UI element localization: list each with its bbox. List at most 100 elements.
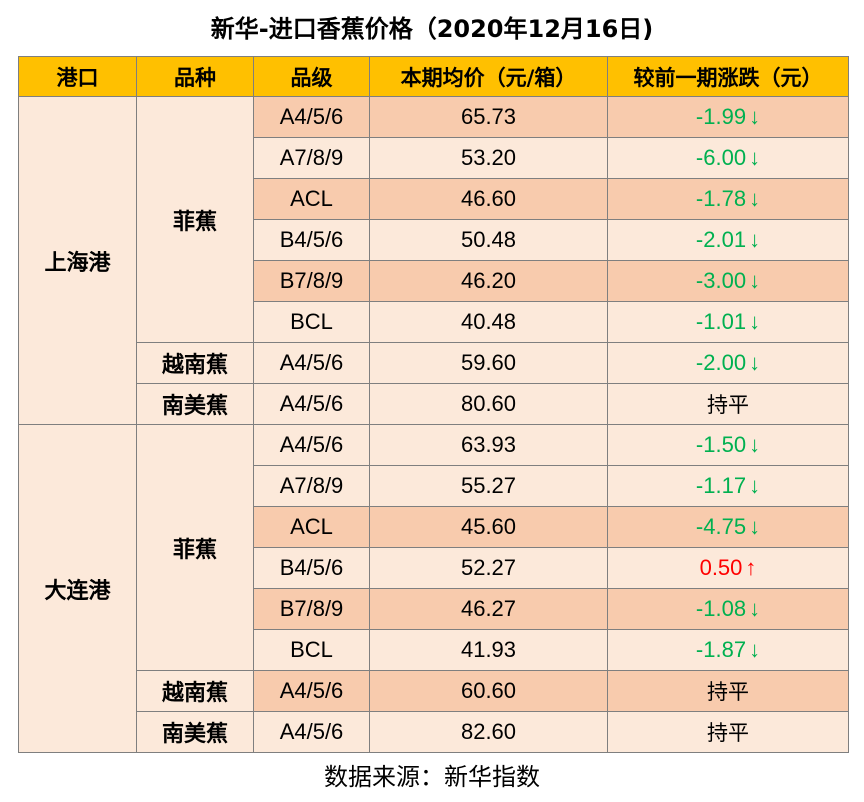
arrow-down-icon: ↓ — [749, 104, 761, 129]
grade-cell: A4/5/6 — [253, 711, 370, 753]
change-cell: -1.99 ↓ — [607, 96, 849, 138]
change-cell: 持平 — [607, 383, 849, 425]
port-cell: 上海港 — [18, 96, 137, 425]
change-cell: -6.00 ↓ — [607, 137, 849, 179]
change-value: -1.99 — [695, 104, 747, 129]
variety-cell: 南美蕉 — [136, 383, 254, 425]
price-cell: 53.20 — [369, 137, 608, 179]
grade-cell: BCL — [253, 629, 370, 671]
change-cell: -1.01 ↓ — [607, 301, 849, 343]
arrow-down-icon: ↓ — [749, 514, 761, 539]
arrow-down-icon: ↓ — [749, 596, 761, 621]
table-row: B7/8/9 46.27 -1.08 ↓ — [19, 588, 849, 630]
price-cell: 55.27 — [369, 465, 608, 507]
table-row: B4/5/6 52.27 0.50 ↑ — [19, 547, 849, 589]
arrow-down-icon: ↓ — [749, 268, 761, 293]
change-value: -4.75 — [695, 514, 747, 539]
arrow-down-icon: ↓ — [749, 227, 761, 252]
change-value: -1.78 — [695, 186, 747, 211]
table-header-row: 港口 品种 品级 本期均价（元/箱） 较前一期涨跌（元） — [18, 56, 849, 97]
price-cell: 63.93 — [369, 424, 608, 466]
page-title: 新华-进口香蕉价格（2020年12月16日) — [210, 15, 654, 43]
price-cell: 52.27 — [369, 547, 608, 589]
change-value: 持平 — [707, 393, 749, 417]
change-cell: -1.87 ↓ — [607, 629, 849, 671]
arrow-down-icon: ↓ — [749, 309, 761, 334]
table-row: A7/8/9 53.20 -6.00 ↓ — [19, 137, 849, 179]
header-grade: 品级 — [253, 56, 370, 97]
arrow-down-icon: ↓ — [749, 186, 761, 211]
grade-cell: A4/5/6 — [253, 670, 370, 712]
change-value: -2.01 — [695, 227, 747, 252]
change-value: -1.01 — [695, 309, 747, 334]
arrow-down-icon: ↓ — [749, 350, 761, 375]
header-change: 较前一期涨跌（元） — [607, 56, 849, 97]
price-cell: 82.60 — [369, 711, 608, 753]
arrow-down-icon: ↓ — [749, 432, 761, 457]
variety-cell: 菲蕉 — [136, 424, 254, 671]
source-note: 数据来源：新华指数 — [324, 763, 540, 791]
grade-cell: BCL — [253, 301, 370, 343]
change-value: -1.08 — [695, 596, 747, 621]
grade-cell: A7/8/9 — [253, 465, 370, 507]
price-cell: 41.93 — [369, 629, 608, 671]
grade-cell: A4/5/6 — [253, 96, 370, 138]
grade-cell: A4/5/6 — [253, 383, 370, 425]
change-value: 持平 — [707, 680, 749, 704]
variety-cell: 越南蕉 — [136, 342, 254, 384]
grade-cell: ACL — [253, 506, 370, 548]
table-row: B4/5/6 50.48 -2.01 ↓ — [19, 219, 849, 261]
header-variety: 品种 — [136, 56, 254, 97]
price-cell: 50.48 — [369, 219, 608, 261]
price-cell: 46.27 — [369, 588, 608, 630]
arrow-down-icon: ↓ — [749, 145, 761, 170]
change-cell: -1.17 ↓ — [607, 465, 849, 507]
change-cell: 0.50 ↑ — [607, 547, 849, 589]
variety-cell: 南美蕉 — [136, 711, 254, 753]
variety-cell: 越南蕉 — [136, 670, 254, 712]
change-value: -1.50 — [695, 432, 747, 457]
arrow-down-icon: ↓ — [749, 637, 761, 662]
table-row: 大连港 菲蕉 A4/5/6 63.93 -1.50 ↓ — [18, 424, 849, 753]
table-row: 南美蕉 A4/5/6 82.60 持平 — [19, 711, 849, 753]
change-value: -1.87 — [695, 637, 747, 662]
grade-cell: ACL — [253, 178, 370, 220]
table-row: BCL 40.48 -1.01 ↓ — [19, 301, 849, 343]
grade-cell: B7/8/9 — [253, 260, 370, 302]
table-row: 南美蕉 A4/5/6 80.60 持平 — [19, 383, 849, 425]
change-cell: -3.00 ↓ — [607, 260, 849, 302]
price-cell: 46.20 — [369, 260, 608, 302]
change-cell: -1.50 ↓ — [607, 424, 849, 466]
table-row: ACL 45.60 -4.75 ↓ — [19, 506, 849, 548]
grade-cell: B4/5/6 — [253, 219, 370, 261]
price-cell: 46.60 — [369, 178, 608, 220]
table-row: B7/8/9 46.20 -3.00 ↓ — [19, 260, 849, 302]
variety-cell: 菲蕉 — [136, 96, 254, 343]
arrow-down-icon: ↓ — [749, 473, 761, 498]
header-price: 本期均价（元/箱） — [369, 56, 608, 97]
change-cell: 持平 — [607, 711, 849, 753]
grade-cell: B4/5/6 — [253, 547, 370, 589]
change-value: 持平 — [707, 721, 749, 745]
change-cell: -1.08 ↓ — [607, 588, 849, 630]
table-row: 越南蕉 A4/5/6 60.60 持平 — [19, 670, 849, 712]
change-cell: 持平 — [607, 670, 849, 712]
header-port: 港口 — [18, 56, 137, 97]
table-row: 上海港 菲蕉 A4/5/6 65.73 -1.99 ↓ — [18, 96, 849, 425]
price-cell: 40.48 — [369, 301, 608, 343]
port-cell: 大连港 — [18, 424, 137, 753]
change-cell: -2.01 ↓ — [607, 219, 849, 261]
banana-price-table: 港口 品种 品级 本期均价（元/箱） 较前一期涨跌（元） 上海港 菲蕉 A4/5/6… — [18, 56, 849, 753]
change-cell: -2.00 ↓ — [607, 342, 849, 384]
change-value: -2.00 — [695, 350, 747, 375]
change-value: -6.00 — [695, 145, 747, 170]
change-value: -1.17 — [695, 473, 747, 498]
arrow-up-icon: ↑ — [745, 555, 757, 580]
change-cell: -1.78 ↓ — [607, 178, 849, 220]
price-cell: 45.60 — [369, 506, 608, 548]
change-value: 0.50 — [699, 555, 743, 580]
grade-cell: B7/8/9 — [253, 588, 370, 630]
change-value: -3.00 — [695, 268, 747, 293]
price-cell: 65.73 — [369, 96, 608, 138]
grade-cell: A4/5/6 — [253, 342, 370, 384]
